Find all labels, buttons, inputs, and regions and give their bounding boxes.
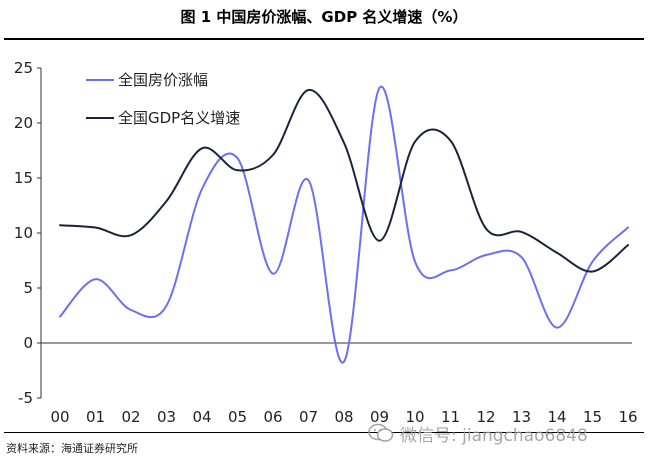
x-tick-label: 08 [334, 408, 353, 426]
x-tick-label: 07 [299, 408, 318, 426]
x-tick-label: 02 [121, 408, 140, 426]
y-tick-label: 5 [23, 279, 33, 297]
x-tick-label: 06 [263, 408, 282, 426]
x-tick-label: 16 [618, 408, 637, 426]
legend-label: 全国GDP名义增速 [118, 109, 240, 127]
x-tick-label: 04 [192, 408, 211, 426]
series-layer [59, 85, 629, 364]
x-tick-label: 09 [370, 408, 389, 426]
series-line-gdp [59, 89, 629, 273]
x-tick-label: 12 [476, 408, 495, 426]
y-tick-label: 0 [23, 334, 33, 352]
x-tick-label: 03 [157, 408, 176, 426]
footer-rule [4, 432, 644, 433]
title-rule [4, 38, 644, 40]
x-tick-label: 05 [228, 408, 247, 426]
x-tick-label: 00 [50, 408, 69, 426]
chart-title: 图 1 中国房价涨幅、GDP 名义增速（%） [180, 8, 468, 26]
x-tick-label: 15 [583, 408, 602, 426]
wechat-icon [368, 423, 394, 442]
y-tick-label: 15 [14, 169, 33, 187]
x-tick-label: 13 [512, 408, 531, 426]
x-tick-label: 14 [547, 408, 566, 426]
y-tick-label: 25 [14, 59, 33, 77]
legend-label: 全国房价涨幅 [118, 71, 208, 89]
watermark-text: 微信号: jiangchao6848 [400, 425, 588, 446]
x-tick-label: 11 [441, 408, 460, 426]
y-tick-label: 20 [14, 114, 33, 132]
source-note: 资料来源：海通证券研究所 [6, 442, 138, 455]
watermark: 微信号: jiangchao6848 [368, 421, 638, 446]
y-tick-label: -5 [18, 389, 33, 407]
series-line-house-price [59, 85, 629, 364]
x-tick-label: 10 [405, 408, 424, 426]
x-tick-label: 01 [86, 408, 105, 426]
y-tick-label: 10 [14, 224, 33, 242]
